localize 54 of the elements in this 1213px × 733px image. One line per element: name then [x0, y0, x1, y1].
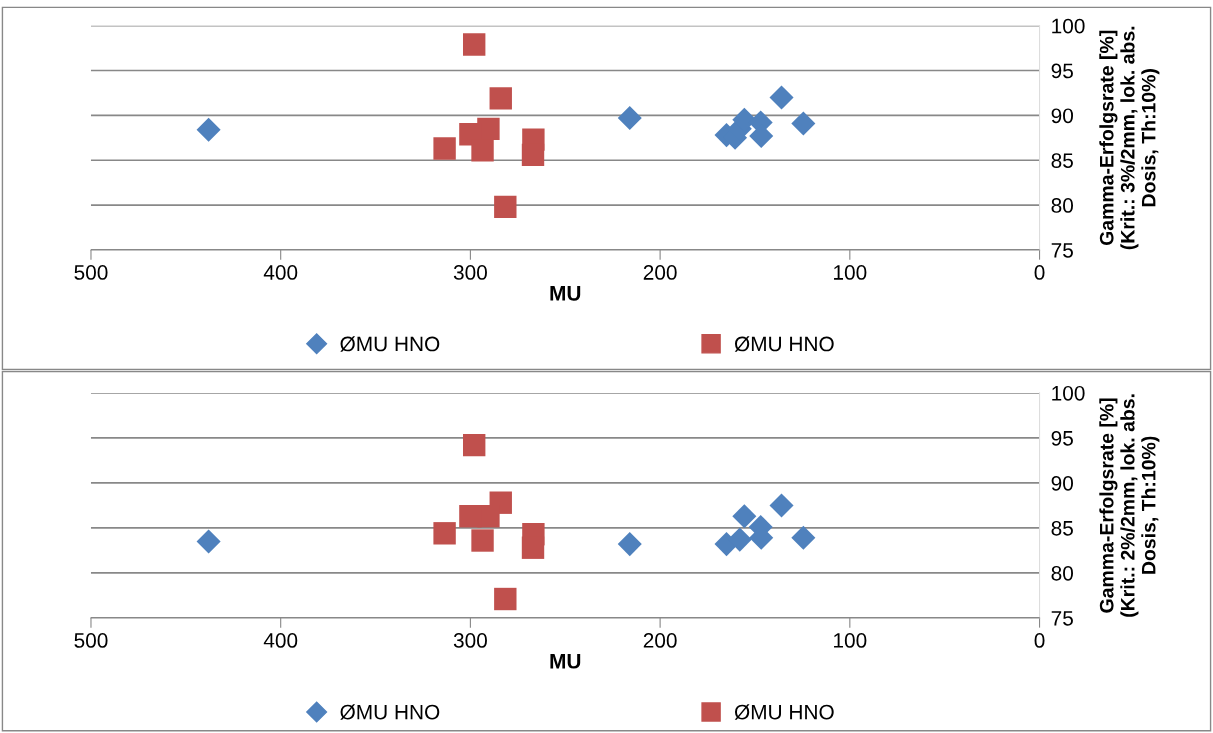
y-tick-label: 80	[1051, 198, 1074, 213]
y-tick-label: 100	[1052, 385, 1085, 401]
x-tick-label: 200	[643, 633, 677, 648]
x-tick-label: 200	[643, 265, 677, 280]
legend-label: ØMU HNO	[734, 336, 834, 352]
point	[521, 536, 545, 559]
point	[494, 195, 517, 219]
y-tick-label: 75	[1051, 611, 1073, 626]
point	[769, 493, 794, 518]
y-tick-label: 100	[1052, 18, 1085, 34]
legend-label: ØMU HNO	[734, 704, 834, 720]
point	[489, 87, 512, 110]
x-tick-label: 0	[1034, 633, 1045, 648]
x-tick-label: 300	[453, 265, 487, 280]
y-axis-title: Gamma-Erfolgsrate [%] (Krit.: 2%/2mm, lok. abs. Dosis, Th:10%)	[1099, 394, 1160, 617]
y-tick-label: 80	[1051, 565, 1074, 581]
point	[791, 111, 816, 136]
point	[433, 522, 456, 545]
y-axis-title: Gamma-Erfolgsrate [%] (Krit.: 3%/2mm, lok. abs. Dosis, Th:10%)	[1099, 26, 1160, 250]
point	[494, 587, 517, 611]
point	[471, 529, 494, 552]
point	[732, 504, 757, 529]
y-tick-label: 75	[1051, 243, 1073, 258]
x-tick-label: 100	[834, 633, 867, 648]
x-tick-label: 400	[263, 265, 298, 280]
y-tick-label: 95	[1051, 63, 1073, 79]
y-tick-label: 85	[1051, 520, 1073, 536]
point	[769, 85, 794, 110]
y-tick-label: 85	[1051, 153, 1073, 168]
point	[471, 139, 494, 162]
point	[433, 137, 456, 160]
x-tick-label: 500	[74, 265, 108, 280]
point	[617, 106, 642, 131]
y-tick-label: 90	[1051, 108, 1074, 124]
point	[463, 33, 486, 56]
point	[521, 143, 545, 167]
point	[617, 532, 642, 557]
legend-label: ØMU HNO	[340, 704, 440, 720]
point	[196, 529, 221, 554]
x-tick-label: 500	[74, 633, 108, 648]
point	[727, 527, 752, 552]
y-tick-label: 95	[1051, 430, 1073, 446]
point	[196, 117, 221, 142]
x-tick-label: 100	[834, 265, 867, 280]
x-tick-label: 300	[453, 633, 487, 648]
x-axis-title: MU	[550, 286, 581, 301]
legend-label: ØMU HNO	[340, 336, 440, 352]
x-tick-label: 400	[263, 633, 298, 648]
y-tick-label: 90	[1051, 475, 1074, 491]
point	[463, 433, 486, 457]
x-axis-title: MU	[550, 654, 581, 669]
point	[459, 505, 482, 528]
x-tick-label: 0	[1034, 265, 1045, 280]
point	[791, 525, 816, 550]
